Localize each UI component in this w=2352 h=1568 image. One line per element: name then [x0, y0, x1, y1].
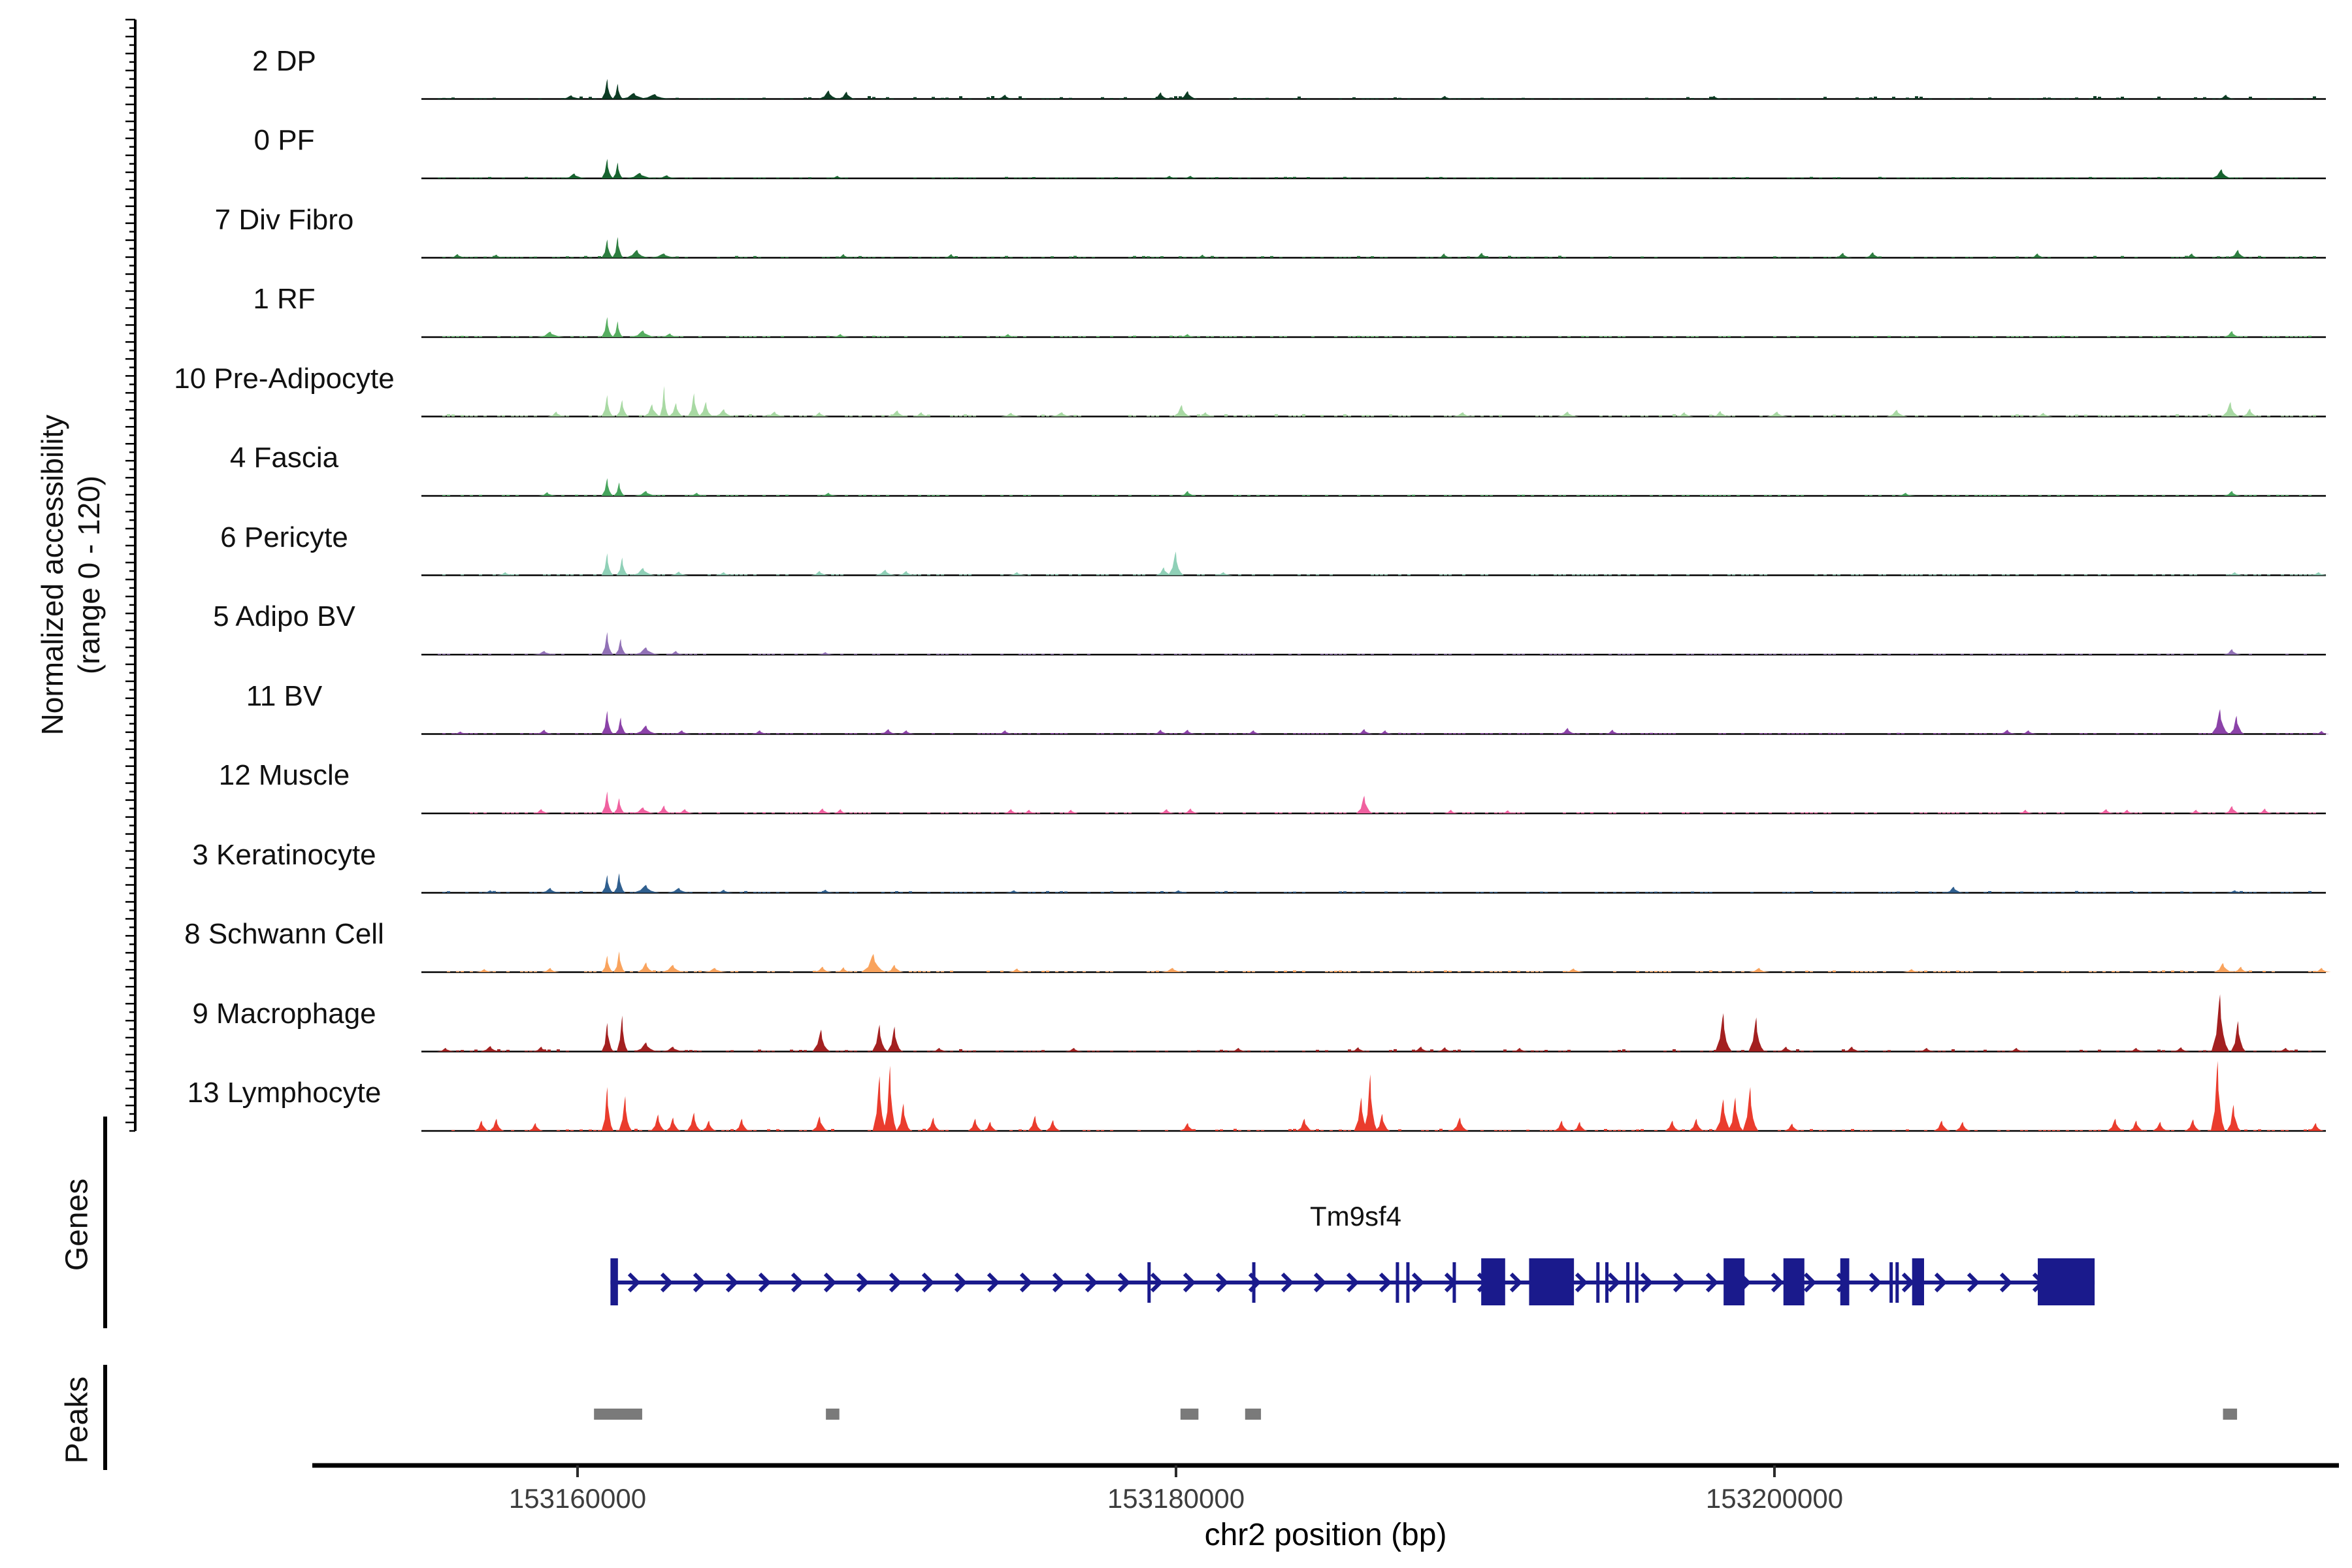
peaks-section-label: Peaks [59, 1376, 95, 1464]
track-signal [449, 237, 2247, 258]
peak-region-rect [1180, 1409, 1199, 1420]
track-signal [451, 709, 2330, 734]
track-signal [497, 551, 2328, 576]
gene-exon-thin [1252, 1262, 1256, 1303]
track-label: 4 Fascia [229, 442, 339, 474]
track-label: 10 Pre-Adipocyte [174, 362, 395, 395]
track-signal [537, 317, 2242, 337]
peak-region-rect [594, 1409, 642, 1420]
track-label: 0 PF [253, 124, 315, 156]
x-axis-tick-label: 153200000 [1705, 1483, 1844, 1514]
track-label: 11 BV [246, 679, 323, 712]
coverage-track [421, 873, 2326, 894]
x-axis-tick-label: 153160000 [508, 1483, 647, 1514]
track-label: 8 Schwann Cell [184, 918, 384, 950]
x-axis-tick-label: 153180000 [1107, 1483, 1245, 1514]
track-noise [442, 890, 2311, 893]
gene-exon-thin [1452, 1262, 1456, 1303]
track-signal [482, 873, 2245, 893]
y-axis-label-line1: Normalized accessibility [35, 414, 69, 736]
gene-exon-box [1912, 1258, 1924, 1305]
track-signal [476, 951, 2331, 972]
track-noise [442, 574, 2311, 576]
track-noise [438, 176, 2298, 178]
track-label: 2 DP [252, 44, 316, 77]
gene-strand-arrows [627, 1272, 2046, 1293]
gene-exon-box [1529, 1258, 1575, 1305]
coverage-track [421, 78, 2326, 100]
track-label: 13 Lymphocyte [187, 1077, 382, 1109]
track-noise [438, 96, 2316, 99]
track-noise [442, 255, 2316, 258]
gene-exon-thin [1396, 1262, 1399, 1303]
gene-exon-thin [1596, 1262, 1600, 1303]
track-noise [442, 335, 2311, 337]
genes-section-label: Genes [59, 1178, 95, 1271]
coverage-track [421, 159, 2326, 180]
track-signal [474, 1060, 2324, 1131]
track-label: 9 Macrophage [192, 997, 376, 1030]
coverage-track [421, 478, 2326, 497]
gene-exon-thin [1889, 1262, 1893, 1303]
gene-exon-box [2038, 1258, 2095, 1305]
gene-exon-box [610, 1258, 618, 1305]
coverage-track [421, 385, 2326, 417]
coverage-track [421, 551, 2328, 576]
coverage-track [421, 951, 2331, 973]
coverage-track [421, 237, 2326, 259]
track-noise [447, 970, 2316, 972]
track-noise [438, 653, 2307, 655]
coverage-track [421, 791, 2326, 815]
track-label: 5 Adipo BV [213, 600, 355, 632]
gene-exon-thin [1895, 1262, 1899, 1303]
track-signal [538, 478, 2242, 496]
coverage-track [421, 1060, 2326, 1132]
track-signal [436, 994, 2295, 1052]
gene-exon-thin [1626, 1262, 1630, 1303]
gene-model [610, 1258, 2095, 1305]
gene-exon-thin [1605, 1262, 1609, 1303]
gene-exon-box [1481, 1258, 1505, 1305]
peak-region-rect [1245, 1409, 1262, 1420]
gene-exon-box [1723, 1258, 1745, 1305]
track-signal [532, 632, 2242, 655]
track-label: 6 Pericyte [220, 521, 348, 553]
gene-exon-thin [1635, 1262, 1639, 1303]
track-label: 7 Div Fibro [214, 203, 354, 236]
track-label: 1 RF [253, 283, 316, 315]
track-signal [532, 791, 2273, 813]
peak-region-rect [2223, 1409, 2238, 1420]
gene-exon-thin [1147, 1262, 1151, 1303]
gene-exon-thin [1406, 1262, 1410, 1303]
track-label: 12 Muscle [218, 759, 350, 791]
gene-exon-box [1840, 1258, 1850, 1305]
coverage-track [421, 632, 2326, 656]
peak-region-rect [826, 1409, 840, 1420]
track-label: 3 Keratinocyte [192, 838, 376, 871]
track-signal [563, 159, 2232, 178]
track-signal [547, 385, 2259, 417]
track-signal [559, 78, 2236, 99]
x-axis-title: chr2 position (bp) [1204, 1518, 1447, 1552]
gene-exon-box [1783, 1258, 1805, 1305]
coverage-track [421, 317, 2326, 338]
coverage-track [421, 709, 2330, 735]
coverage-track [421, 994, 2326, 1053]
gene-name-label: Tm9sf4 [1309, 1201, 1402, 1232]
